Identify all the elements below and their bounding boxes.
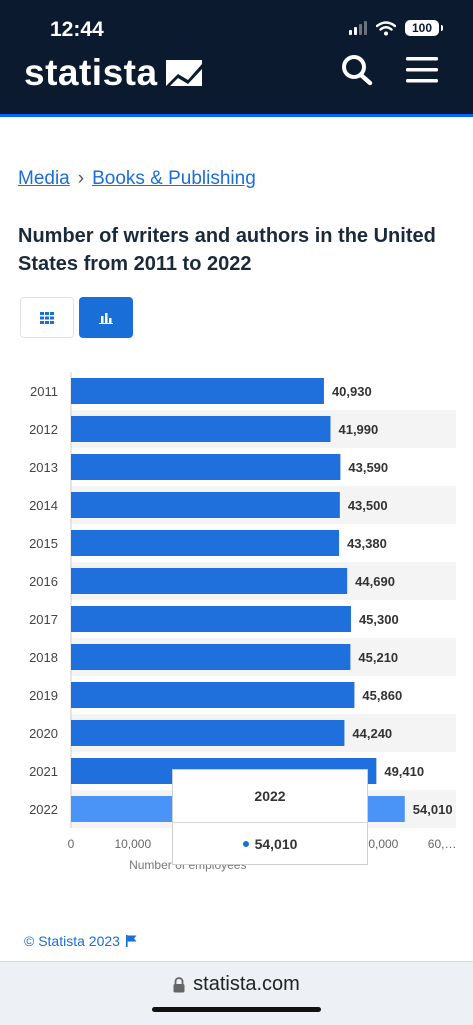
- url-text: statista.com: [193, 973, 300, 995]
- data-label-2020: 44,240: [352, 726, 392, 741]
- wifi-icon: [376, 20, 396, 35]
- signal-icon: [349, 21, 367, 35]
- chart-view-button[interactable]: [79, 297, 133, 338]
- menu-icon[interactable]: [405, 56, 439, 84]
- tooltip-value-row: 54,010: [173, 823, 367, 865]
- y-tick-label: 2012: [29, 422, 58, 437]
- data-label-2015: 43,380: [347, 536, 387, 551]
- battery-icon: 100: [405, 20, 443, 36]
- status-icons: 100: [349, 20, 443, 36]
- data-label-2019: 45,860: [362, 688, 402, 703]
- lock-icon: [173, 976, 185, 992]
- bar-2018: [71, 644, 351, 670]
- copyright-text: © Statista 2023: [24, 933, 120, 949]
- logo-text: statista: [24, 52, 158, 93]
- y-tick-label: 2016: [29, 574, 58, 589]
- data-label-2014: 43,500: [348, 498, 388, 513]
- header-accent-line: [0, 114, 473, 117]
- flag-icon[interactable]: [125, 935, 137, 947]
- data-label-2013: 43,590: [348, 460, 388, 475]
- x-tick-label: 60,…: [428, 837, 457, 851]
- bar-2013: [71, 454, 341, 480]
- data-label-2017: 45,300: [359, 612, 399, 627]
- grid-icon: [40, 311, 54, 324]
- y-tick-label: 2017: [29, 612, 58, 627]
- table-view-button[interactable]: [20, 297, 74, 338]
- y-tick-label: 2013: [29, 460, 58, 475]
- data-label-2016: 44,690: [355, 574, 395, 589]
- x-tick-label: 50,000: [362, 837, 399, 851]
- bar-2014: [71, 492, 340, 518]
- x-tick-label: 10,000: [114, 837, 151, 851]
- y-tick-label: 2014: [29, 498, 58, 513]
- breadcrumb-media[interactable]: Media: [18, 168, 70, 189]
- x-tick-label: 0: [68, 837, 75, 851]
- y-tick-label: 2011: [30, 384, 58, 399]
- bar-2016: [71, 568, 348, 594]
- tooltip-value: 54,010: [254, 836, 298, 852]
- bar-2017: [71, 606, 351, 632]
- data-label-2018: 45,210: [358, 650, 398, 665]
- y-tick-label: 2019: [29, 688, 58, 703]
- breadcrumb-books-publishing[interactable]: Books & Publishing: [92, 168, 256, 189]
- bar-2019: [71, 682, 355, 708]
- data-label-2011: 40,930: [332, 384, 372, 399]
- bar-2020: [71, 720, 345, 746]
- site-header: 12:44 100 statista: [0, 0, 473, 114]
- home-indicator: [152, 1007, 321, 1012]
- breadcrumb-separator: ›: [77, 168, 85, 189]
- data-label-2012: 41,990: [338, 422, 378, 437]
- y-tick-label: 2022: [29, 802, 58, 817]
- copyright[interactable]: © Statista 2023: [24, 933, 137, 949]
- tooltip-year: 2022: [173, 770, 367, 823]
- bar-2012: [71, 416, 331, 442]
- series-dot-icon: [242, 841, 249, 847]
- y-tick-label: 2015: [29, 536, 58, 551]
- bar-2015: [71, 530, 340, 556]
- chart-tooltip: 2022 54,010: [172, 769, 368, 865]
- breadcrumb: Media › Books & Publishing: [18, 168, 256, 190]
- url-display[interactable]: statista.com: [0, 973, 473, 996]
- logo-mark-icon: [165, 60, 202, 86]
- bar-2011: [71, 378, 324, 404]
- data-label-2022: 54,010: [413, 802, 453, 817]
- y-tick-label: 2018: [29, 650, 58, 665]
- y-tick-label: 2021: [29, 764, 58, 779]
- page-title: Number of writers and authors in the Uni…: [18, 225, 436, 275]
- statista-logo[interactable]: statista: [24, 52, 202, 94]
- data-label-2021: 49,410: [384, 764, 424, 779]
- y-tick-label: 2020: [29, 726, 58, 741]
- status-time: 12:44: [50, 18, 104, 41]
- browser-url-bar[interactable]: statista.com: [0, 961, 473, 1025]
- bar-chart-icon: [99, 312, 113, 324]
- search-icon[interactable]: [340, 54, 374, 86]
